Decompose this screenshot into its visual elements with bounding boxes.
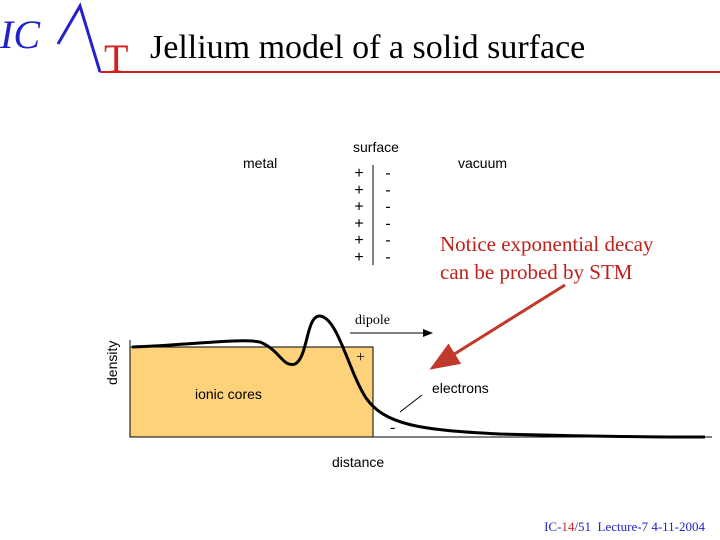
dipole-minus: - [390, 419, 395, 436]
footer-page: 14 [561, 519, 575, 534]
logo-left: IC [0, 12, 41, 57]
ionic-box [129, 346, 374, 438]
minus-charge: - [385, 232, 390, 249]
logo-hat [56, 2, 102, 73]
plus-charge: + [354, 249, 363, 266]
footer-prefix: IC- [544, 519, 561, 534]
footer: IC-14/51 Lecture-7 4-11-2004 [544, 519, 705, 534]
electrons-pointer [399, 394, 423, 413]
distance-label: distance [332, 454, 384, 470]
minus-charge: - [385, 249, 390, 266]
dipole-label: dipole [355, 313, 390, 328]
plus-charge: + [354, 215, 363, 232]
minus-charge: - [385, 182, 390, 199]
ionic-cores-label: ionic cores [195, 386, 262, 402]
surface-label: surface [353, 139, 399, 155]
minus-charge: - [385, 215, 390, 232]
vacuum-label: vacuum [458, 155, 507, 171]
note-line: can be probed by STM [440, 260, 633, 284]
footer-suffix: /51 Lecture-7 4-11-2004 [574, 519, 705, 534]
dipole-plus: + [356, 349, 365, 366]
plus-charge: + [354, 165, 363, 182]
electron-density [131, 314, 706, 439]
note-line: Notice exponential decay [440, 232, 654, 256]
slide-title: Jellium model of a solid surface [150, 29, 585, 66]
minus-charge: - [385, 165, 390, 182]
note-arrow [429, 283, 566, 370]
electrons-label: electrons [432, 380, 489, 396]
metal-label: metal [243, 155, 277, 171]
plus-charge: + [354, 182, 363, 199]
density-label: density [104, 341, 120, 385]
logo-right: T [104, 36, 128, 81]
minus-charge: - [385, 199, 390, 216]
plus-charge: + [354, 232, 363, 249]
plus-charge: + [354, 199, 363, 216]
